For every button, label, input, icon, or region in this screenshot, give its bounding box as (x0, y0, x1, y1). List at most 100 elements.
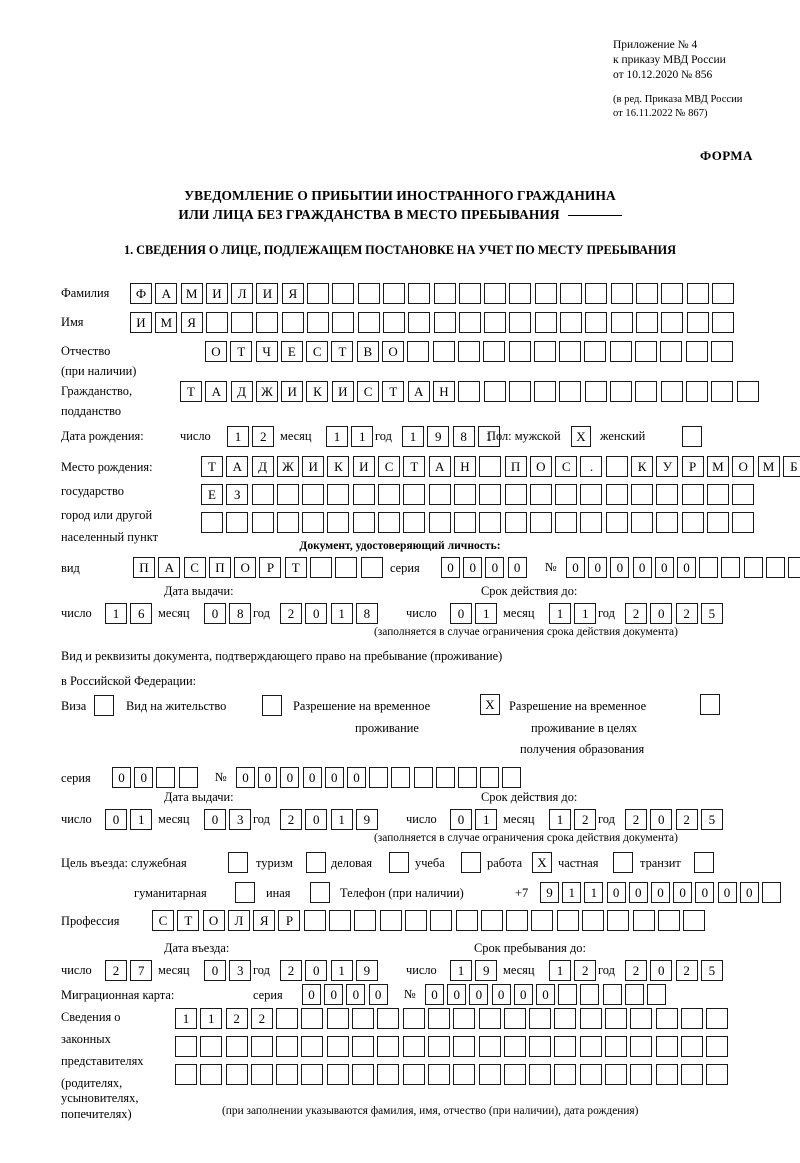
comb-cell[interactable] (458, 312, 481, 333)
comb-cell[interactable]: 0 (739, 882, 759, 903)
comb-cell[interactable]: 1 (105, 603, 127, 624)
comb-cell[interactable] (403, 484, 426, 505)
comb-cell[interactable]: 0 (673, 882, 693, 903)
comb-cell[interactable] (478, 1036, 501, 1057)
comb-cell[interactable] (175, 1036, 197, 1057)
comb-cell[interactable] (352, 1036, 375, 1057)
comb-cell[interactable] (610, 312, 633, 333)
comb-cell[interactable] (377, 1008, 400, 1029)
comb-cell[interactable] (413, 767, 433, 788)
comb-cell[interactable] (661, 283, 684, 304)
comb-cell[interactable]: 9 (355, 809, 378, 830)
comb-cell[interactable]: О (382, 341, 405, 362)
comb-cell[interactable]: 1 (450, 960, 472, 981)
comb-cell[interactable]: А (158, 557, 181, 578)
comb-cell[interactable] (327, 512, 350, 533)
comb-cell[interactable]: 0 (695, 882, 715, 903)
comb-cell[interactable] (479, 512, 502, 533)
comb-cell[interactable] (582, 910, 605, 931)
comb-cell[interactable] (685, 381, 708, 402)
comb-cell[interactable]: К (631, 456, 654, 477)
comb-cell[interactable]: . (580, 456, 603, 477)
comb-cell[interactable]: 5 (700, 809, 723, 830)
comb-cell[interactable] (458, 381, 481, 402)
comb-cell[interactable] (711, 312, 734, 333)
comb-cell[interactable]: 1 (574, 603, 597, 624)
comb-cell[interactable]: 2 (225, 1008, 248, 1029)
comb-cell[interactable] (554, 1064, 577, 1085)
comb-cell[interactable]: Т (403, 456, 426, 477)
comb-cell[interactable]: 0 (204, 603, 226, 624)
comb-cell[interactable]: 0 (450, 603, 472, 624)
comb-cell[interactable] (685, 341, 708, 362)
comb-cell[interactable]: Л (227, 910, 250, 931)
comb-cell[interactable] (635, 283, 658, 304)
comb-cell[interactable]: А (205, 381, 228, 402)
comb-cell[interactable]: 0 (302, 767, 322, 788)
comb-cell[interactable]: 1 (584, 882, 604, 903)
comb-cell[interactable] (307, 312, 330, 333)
comb-cell[interactable] (251, 484, 274, 505)
comb-cell[interactable]: 0 (485, 557, 505, 578)
comb-cell[interactable] (502, 767, 522, 788)
comb-cell[interactable] (302, 512, 325, 533)
comb-cell[interactable]: 0 (324, 984, 344, 1005)
comb-cell[interactable] (631, 512, 654, 533)
comb-cell[interactable]: Р (259, 557, 282, 578)
comb-cell[interactable]: 2 (574, 960, 597, 981)
comb-cell[interactable] (455, 910, 478, 931)
comb-cell[interactable]: 1 (330, 809, 353, 830)
comb-cell[interactable]: 1 (475, 603, 498, 624)
comb-cell[interactable]: 1 (549, 960, 571, 981)
comb-cell[interactable] (352, 1008, 375, 1029)
comb-cell[interactable] (534, 312, 557, 333)
comb-cell[interactable] (276, 1036, 299, 1057)
comb-cell[interactable]: 0 (632, 557, 652, 578)
comb-cell[interactable] (479, 456, 502, 477)
comb-cell[interactable]: Ф (130, 283, 152, 304)
comb-cell[interactable] (533, 341, 556, 362)
comb-cell[interactable]: Н (432, 381, 455, 402)
comb-cell[interactable] (503, 1036, 526, 1057)
comb-cell[interactable]: Ж (276, 456, 299, 477)
comb-cell[interactable] (479, 484, 502, 505)
comb-cell[interactable] (281, 312, 304, 333)
comb-cell[interactable]: С (152, 910, 174, 931)
comb-cell[interactable] (329, 910, 352, 931)
comb-cell[interactable] (584, 381, 607, 402)
comb-cell[interactable]: 2 (105, 960, 127, 981)
comb-cell[interactable]: Я (180, 312, 203, 333)
comb-cell[interactable] (276, 484, 299, 505)
comb-cell[interactable]: 1 (477, 426, 500, 447)
comb-cell[interactable] (585, 312, 608, 333)
comb-cell[interactable] (681, 512, 704, 533)
comb-cell[interactable] (276, 512, 299, 533)
comb-cell[interactable] (428, 512, 451, 533)
comb-cell[interactable] (310, 557, 333, 578)
comb-cell[interactable]: 0 (650, 882, 670, 903)
comb-cell[interactable]: 2 (675, 809, 698, 830)
comb-cell[interactable] (301, 1036, 324, 1057)
comb-cell[interactable]: 0 (258, 767, 278, 788)
comb-cell[interactable] (605, 512, 628, 533)
comb-cell[interactable]: И (205, 283, 228, 304)
comb-cell[interactable] (453, 1036, 476, 1057)
comb-cell[interactable]: М (706, 456, 729, 477)
comb-cell[interactable] (605, 1064, 628, 1085)
comb-cell[interactable] (483, 381, 506, 402)
checkbox-purpose-humanitarian[interactable] (235, 882, 255, 903)
comb-cell[interactable] (657, 910, 680, 931)
comb-cell[interactable] (680, 1036, 703, 1057)
comb-cell[interactable] (453, 1064, 476, 1085)
comb-cell[interactable]: 0 (204, 960, 226, 981)
comb-cell[interactable] (483, 341, 506, 362)
